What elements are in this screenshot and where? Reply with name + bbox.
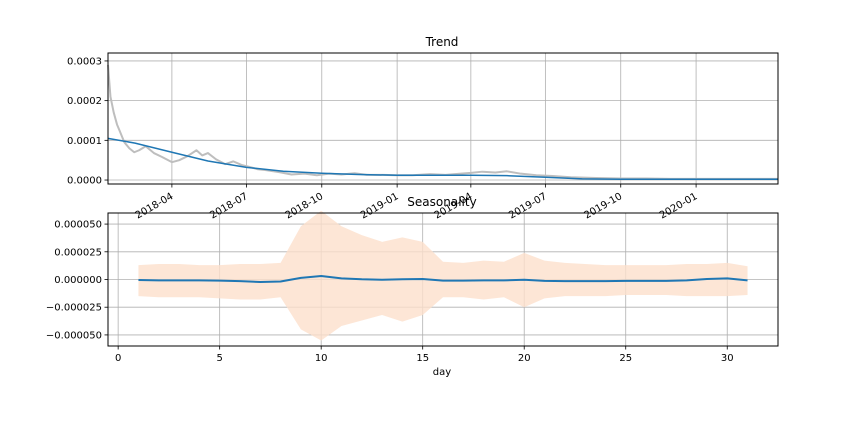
trend-y-tick-label: 0.0002 [67,96,102,107]
seasonality-y-tick-label: 0.000000 [54,275,102,286]
seasonality-x-axis-label: day [433,367,451,378]
seasonality-x-tick-label: 30 [721,353,734,364]
seasonality-x-axis: 0 5 10 15 20 25 30 [115,346,734,364]
trend-gridlines [108,53,778,184]
seasonality-y-axis: −0.000050 −0.000025 0.000000 0.000025 0.0000… [46,220,108,341]
seasonality-y-tick-label: −0.000025 [46,303,102,314]
seasonality-y-tick-label: 0.000025 [54,247,102,258]
trend-title: Trend [425,35,459,49]
seasonality-title: Seasonality [407,195,476,209]
trend-line [107,137,778,180]
trend-y-tick-label: 0.0003 [67,56,102,67]
trend-y-tick-label: 0.0001 [67,136,102,147]
seasonality-x-tick-label: 15 [416,353,429,364]
seasonality-series [138,210,748,341]
seasonality-y-tick-label: −0.000050 [46,330,102,341]
seasonality-uncertainty-band [138,210,748,341]
trend-series [107,64,778,180]
seasonality-x-tick-label: 20 [518,353,531,364]
seasonality-x-tick-label: 0 [115,353,121,364]
seasonality-line [138,274,748,283]
seasonality-y-tick-label: 0.000050 [54,220,102,231]
seasonality-x-tick-label: 5 [216,353,222,364]
trend-plot-frame [107,52,779,185]
seasonality-x-tick-label: 25 [619,353,632,364]
seasonality-panel: −0.000050 −0.000025 0.000000 0.000025 0.0000… [46,195,779,378]
seasonality-x-tick-label: 10 [315,353,328,364]
trend-y-tick-label: 0.0000 [67,176,102,187]
trend-y-axis: 0.0000 0.0001 0.0002 0.0003 [67,56,108,187]
